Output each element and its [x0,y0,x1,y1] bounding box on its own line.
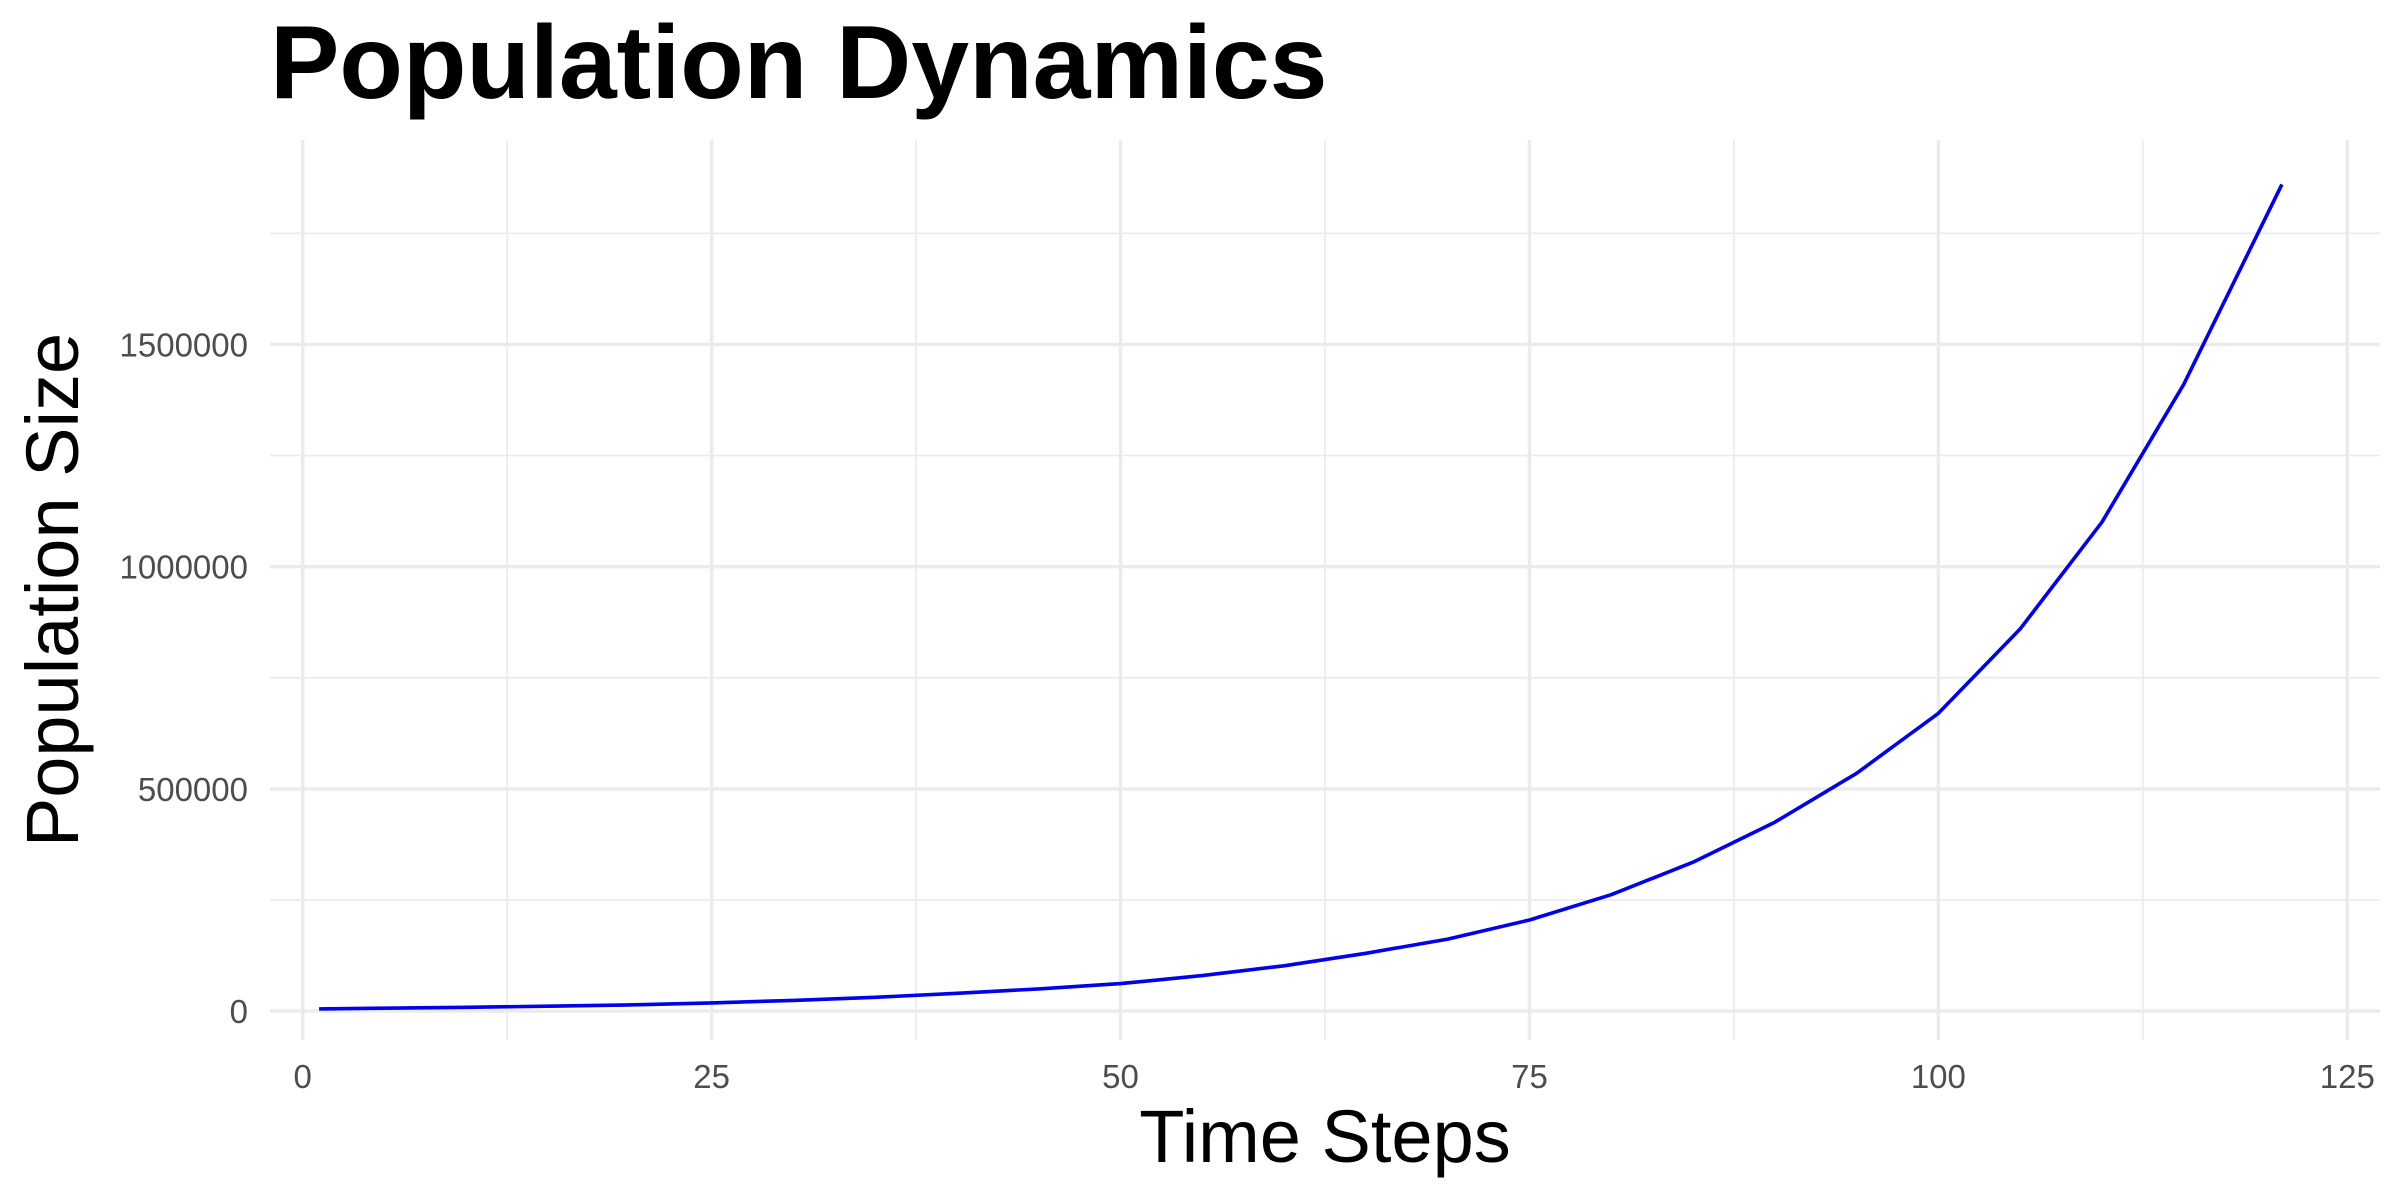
y-tick-label: 500000 [138,771,248,808]
x-axis-title: Time Steps [1139,1095,1510,1178]
x-tick-label: 75 [1511,1058,1548,1095]
y-tick-label: 1000000 [120,549,248,586]
x-tick-label: 125 [2320,1058,2375,1095]
x-tick-label: 100 [1911,1058,1966,1095]
x-tick-label: 50 [1102,1058,1139,1095]
y-axis-title: Population Size [11,333,94,847]
x-tick-label: 0 [294,1058,312,1095]
y-tick-label: 0 [230,993,248,1030]
chart-title: Population Dynamics [270,5,1328,121]
y-axis-ticks: 0 500000 1000000 1500000 [120,326,248,1030]
grid [270,140,2380,1040]
y-tick-label: 1500000 [120,326,248,363]
x-axis-ticks: 0 25 50 75 100 125 [294,1058,2375,1095]
x-tick-label: 25 [693,1058,730,1095]
series-line [319,183,2284,1011]
series-group [319,183,2284,1011]
